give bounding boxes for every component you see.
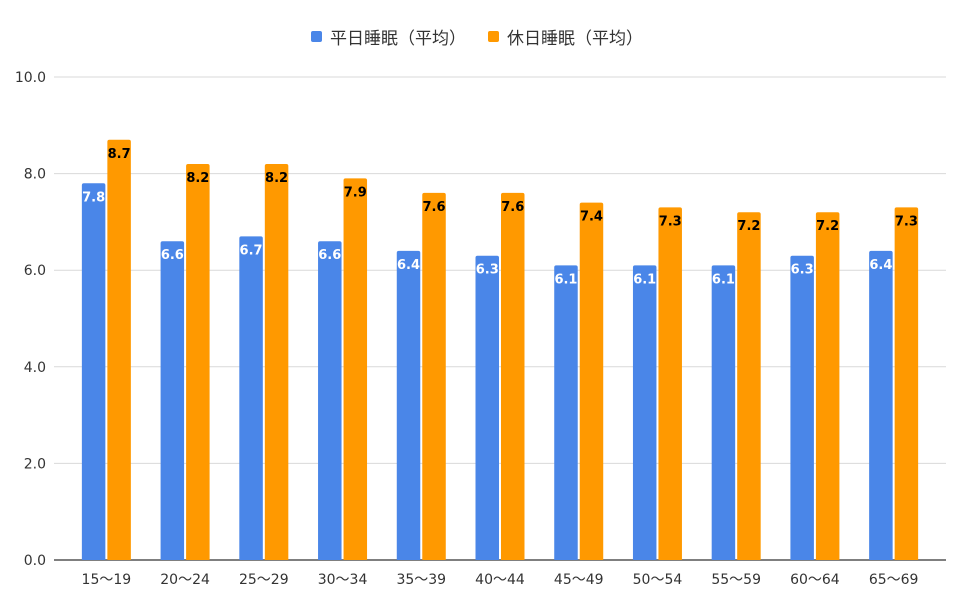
x-tick-label: 25〜29 [239, 572, 289, 588]
bar-label-weekday: 6.1 [554, 272, 577, 287]
bar-weekday [396, 250, 421, 560]
bar-label-holiday: 7.3 [895, 214, 918, 229]
bar-label-holiday: 7.6 [501, 200, 524, 215]
legend-swatch-holiday [488, 31, 499, 42]
bar-weekday [318, 241, 342, 560]
bar-label-holiday: 7.6 [423, 200, 446, 215]
bar-weekday [81, 183, 106, 560]
bar-label-holiday: 7.2 [737, 219, 760, 234]
legend-swatch-weekday [311, 31, 322, 42]
legend-item-holiday: 休日睡眠（平均） [488, 24, 643, 49]
bar-weekday [869, 250, 893, 560]
x-tick-label: 15〜19 [82, 572, 132, 588]
bar-holiday [186, 163, 210, 560]
y-tick-label: 8.0 [24, 167, 46, 183]
bar-label-weekday: 6.7 [240, 243, 263, 258]
x-tick-label: 45〜49 [554, 572, 604, 588]
bar-weekday [475, 255, 499, 560]
x-tick-label: 40〜44 [475, 572, 525, 588]
bar-holiday [737, 212, 761, 561]
x-tick-label: 60〜64 [790, 572, 840, 588]
bar-label-weekday: 6.6 [318, 248, 341, 263]
bar-weekday [632, 265, 657, 560]
x-tick-label: 20〜24 [160, 572, 210, 588]
bar-holiday [343, 178, 368, 560]
bar-label-weekday: 7.8 [82, 190, 105, 205]
x-tick-label: 65〜69 [869, 572, 919, 588]
x-tick-label: 30〜34 [318, 572, 368, 588]
bar-label-weekday: 6.3 [791, 263, 814, 278]
legend-label-weekday: 平日睡眠（平均） [330, 29, 466, 49]
bar-holiday [815, 212, 840, 561]
chart-legend: 平日睡眠（平均） 休日睡眠（平均） [0, 24, 954, 49]
bar-label-holiday: 7.9 [344, 185, 367, 200]
bar-weekday [790, 255, 814, 560]
x-tick-label: 55〜59 [711, 572, 761, 588]
y-tick-label: 4.0 [24, 360, 46, 376]
bar-holiday [422, 192, 446, 561]
bar-label-weekday: 6.1 [633, 272, 656, 287]
legend-item-weekday: 平日睡眠（平均） [311, 24, 466, 49]
bar-holiday [264, 163, 289, 560]
y-tick-label: 0.0 [24, 553, 46, 569]
bar-weekday [711, 265, 736, 560]
bar-label-holiday: 8.7 [108, 147, 131, 162]
y-tick-label: 6.0 [24, 263, 46, 279]
y-tick-label: 2.0 [24, 456, 46, 472]
x-tick-label: 35〜39 [396, 572, 446, 588]
x-tick-label: 50〜54 [633, 572, 683, 588]
bar-holiday [658, 207, 682, 560]
bar-holiday [501, 192, 525, 561]
bar-holiday [579, 202, 604, 560]
bar-weekday [160, 241, 185, 560]
bar-label-holiday: 8.2 [186, 171, 209, 186]
y-tick-label: 10.0 [15, 70, 46, 86]
bar-weekday [239, 236, 263, 560]
bar-holiday [894, 207, 919, 560]
bar-label-weekday: 6.4 [869, 258, 892, 273]
bar-label-weekday: 6.4 [397, 258, 420, 273]
bar-label-weekday: 6.6 [161, 248, 184, 263]
bar-label-holiday: 7.4 [580, 210, 603, 225]
bar-holiday [107, 139, 131, 561]
bar-label-weekday: 6.1 [712, 272, 735, 287]
bar-label-weekday: 6.3 [476, 263, 499, 278]
bar-weekday [554, 265, 578, 560]
bar-label-holiday: 8.2 [265, 171, 288, 186]
bar-label-holiday: 7.2 [816, 219, 839, 234]
legend-label-holiday: 休日睡眠（平均） [507, 29, 643, 49]
bar-label-holiday: 7.3 [659, 214, 682, 229]
